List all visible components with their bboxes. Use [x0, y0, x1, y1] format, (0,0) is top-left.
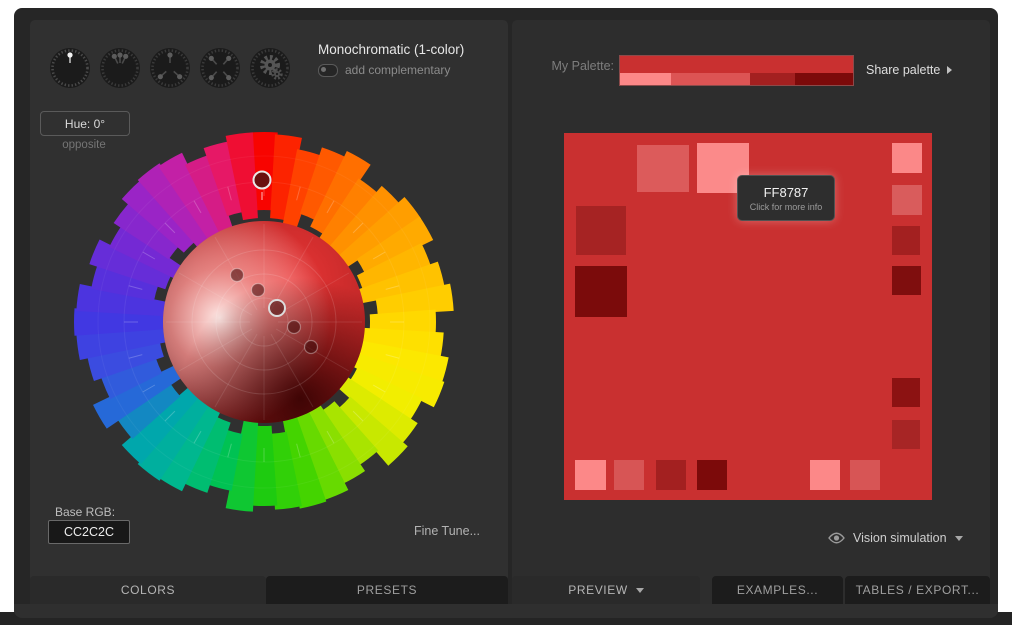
palette-swatch-strip: [620, 73, 853, 85]
palette-swatch-0[interactable]: [620, 73, 671, 85]
my-palette-bar[interactable]: [619, 55, 854, 86]
variant-marker[interactable]: [268, 299, 286, 317]
window-bottom-chrome: [14, 604, 998, 618]
variant-marker[interactable]: [303, 339, 319, 355]
preview-swatch-2[interactable]: [892, 143, 922, 173]
add-complementary-label: add complementary: [345, 63, 451, 77]
tooltip-hex-value: FF8787: [763, 184, 809, 200]
share-palette-label: Share palette: [866, 63, 941, 77]
preview-swatch-13[interactable]: [697, 460, 727, 490]
preview-swatch-3[interactable]: [892, 185, 922, 215]
tab-preview[interactable]: PREVIEW: [512, 576, 700, 604]
preview-swatch-10[interactable]: [575, 460, 606, 490]
palette-swatch-2[interactable]: [750, 73, 795, 85]
hue-marker[interactable]: [252, 170, 272, 190]
tab-tables-export[interactable]: TABLES / EXPORT...: [845, 576, 990, 604]
variant-marker[interactable]: [229, 267, 245, 283]
preview-swatch-5[interactable]: [892, 266, 921, 295]
hue-button[interactable]: Hue: 0°: [40, 111, 130, 136]
preview-swatch-15[interactable]: [850, 460, 880, 490]
my-palette-label: My Palette:: [551, 59, 614, 73]
tab-examples[interactable]: EXAMPLES...: [712, 576, 843, 604]
palette-swatch-3[interactable]: [795, 73, 853, 85]
preview-swatch-7[interactable]: [575, 266, 627, 317]
tab-preview-label: PREVIEW: [568, 583, 628, 597]
scheme-knob-adjacent[interactable]: [98, 46, 142, 90]
preview-swatch-11[interactable]: [614, 460, 644, 490]
variant-marker[interactable]: [286, 319, 302, 335]
add-complementary-toggle[interactable]: [318, 63, 338, 77]
color-tooltip[interactable]: FF8787 Click for more info: [737, 175, 835, 221]
color-wheel[interactable]: [64, 122, 464, 522]
preview-swatch-9[interactable]: [892, 420, 920, 449]
preview-swatch-4[interactable]: [892, 226, 920, 255]
scheme-knob-freestyle[interactable]: [248, 46, 292, 90]
vision-simulation-label: Vision simulation: [853, 531, 947, 545]
eye-icon: [828, 532, 845, 544]
variant-marker[interactable]: [250, 282, 266, 298]
palette-main-swatch[interactable]: [620, 56, 853, 73]
scheme-title: Monochromatic (1-color): [318, 42, 465, 57]
preview-swatch-6[interactable]: [576, 206, 626, 255]
tab-presets[interactable]: PRESETS: [266, 576, 508, 604]
vision-caret-icon: [954, 535, 963, 541]
base-rgb-label: Base RGB:: [55, 505, 116, 519]
share-palette-arrow-icon: [947, 66, 953, 74]
preview-swatch-14[interactable]: [810, 460, 840, 490]
fine-tune-link[interactable]: Fine Tune...: [413, 524, 480, 538]
preview-swatch-12[interactable]: [656, 460, 686, 490]
tab-preview-caret-icon: [635, 587, 644, 593]
preview-canvas[interactable]: FF8787 Click for more info: [564, 133, 932, 500]
scheme-knob-monochromatic[interactable]: [48, 46, 92, 90]
scheme-knob-tetrad[interactable]: [198, 46, 242, 90]
base-rgb-input[interactable]: [48, 520, 130, 544]
tooltip-hint: Click for more info: [749, 201, 823, 212]
scheme-knob-triad[interactable]: [148, 46, 192, 90]
opposite-label[interactable]: opposite: [62, 139, 106, 151]
vision-simulation-control[interactable]: Vision simulation: [828, 531, 963, 545]
palette-swatch-1[interactable]: [671, 73, 750, 85]
preview-swatch-8[interactable]: [892, 378, 920, 407]
add-complementary-row[interactable]: add complementary: [318, 63, 450, 77]
preview-swatch-0[interactable]: [637, 145, 689, 192]
tab-colors[interactable]: COLORS: [30, 576, 266, 604]
share-palette-link[interactable]: Share palette: [866, 63, 953, 77]
